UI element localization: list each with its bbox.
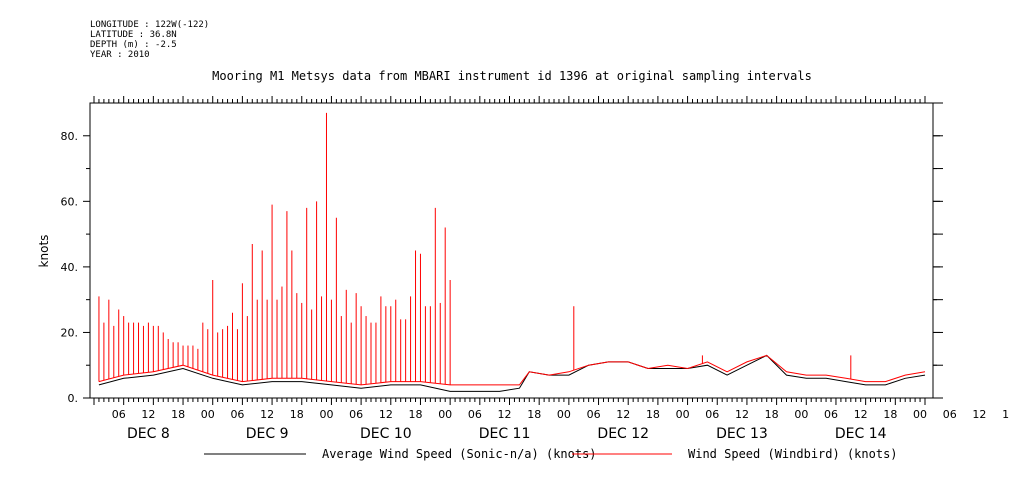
x-tick-label: 00 (438, 408, 452, 421)
x-tick-label: 06 (705, 408, 719, 421)
x-tick-label: 00 (676, 408, 690, 421)
x-tick-label: 00 (201, 408, 215, 421)
series-line-average-wind (98, 354, 926, 392)
year-text: YEAR : 2010 (90, 50, 150, 60)
x-tick-label: 12 (735, 408, 749, 421)
x-tick-label: 12 (972, 408, 986, 421)
longitude-text: LONGITUDE : 122W(-122) (90, 20, 210, 30)
series-layer (98, 112, 926, 392)
x-tick-label: 18 (171, 408, 185, 421)
x-tick-label: 18 (1002, 408, 1009, 421)
y-tick-label: 0. (68, 392, 79, 405)
latitude-text: LATITUDE : 36.8N (90, 30, 177, 40)
y-tick-label: 60. (61, 195, 79, 208)
x-day-label: DEC 8 (127, 426, 170, 442)
y-axis-label: knots (37, 235, 51, 268)
x-tick-label: 00 (913, 408, 927, 421)
y-tick-label: 20. (61, 326, 79, 339)
metadata-block: LONGITUDE : 122W(-122) LATITUDE : 36.8N … (90, 20, 209, 60)
x-tick-label: 06 (230, 408, 244, 421)
x-day-label: DEC 11 (479, 426, 531, 442)
x-tick-label: 18 (527, 408, 541, 421)
x-tick-label: 00 (794, 408, 808, 421)
x-day-label: DEC 14 (835, 426, 887, 442)
x-tick-label: 06 (587, 408, 601, 421)
x-tick-label: 06 (824, 408, 838, 421)
depth-text: DEPTH (m) : -2.5 (90, 40, 177, 50)
x-tick-label: 18 (290, 408, 304, 421)
x-day-label: DEC 13 (716, 426, 768, 442)
x-tick-label: 06 (349, 408, 363, 421)
plot-frame (89, 102, 934, 399)
y-tick-label: 80. (61, 130, 79, 143)
x-tick-label: 06 (468, 408, 482, 421)
x-tick-label: 12 (616, 408, 630, 421)
x-tick-label: 12 (260, 408, 274, 421)
x-tick-label: 18 (883, 408, 897, 421)
chart-title: Mooring M1 Metsys data from MBARI instru… (212, 69, 812, 83)
x-tick-label: 18 (765, 408, 779, 421)
x-tick-label: 12 (854, 408, 868, 421)
legend-label-windbird: Wind Speed (Windbird) (knots) (688, 447, 898, 461)
x-tick-label: 00 (557, 408, 571, 421)
x-tick-label: 18 (409, 408, 423, 421)
x-tick-label: 06 (943, 408, 957, 421)
x-tick-label: 12 (141, 408, 155, 421)
x-tick-label: 12 (498, 408, 512, 421)
x-tick-label: 00 (319, 408, 333, 421)
x-day-label: DEC 10 (360, 426, 412, 442)
x-day-label: DEC 12 (597, 426, 649, 442)
axes-layer: 0. 20. 40. 60. 80. 06 12 18 00 06 12 18 00 06 12 18 00 06… (61, 96, 1009, 442)
x-tick-label: 06 (112, 408, 126, 421)
legend-label-average: Average Wind Speed (Sonic-n/a) (knots) (322, 447, 597, 461)
x-day-label: DEC 9 (246, 426, 289, 442)
y-tick-label: 40. (61, 261, 79, 274)
x-tick-label: 12 (379, 408, 393, 421)
x-tick-label: 18 (646, 408, 660, 421)
